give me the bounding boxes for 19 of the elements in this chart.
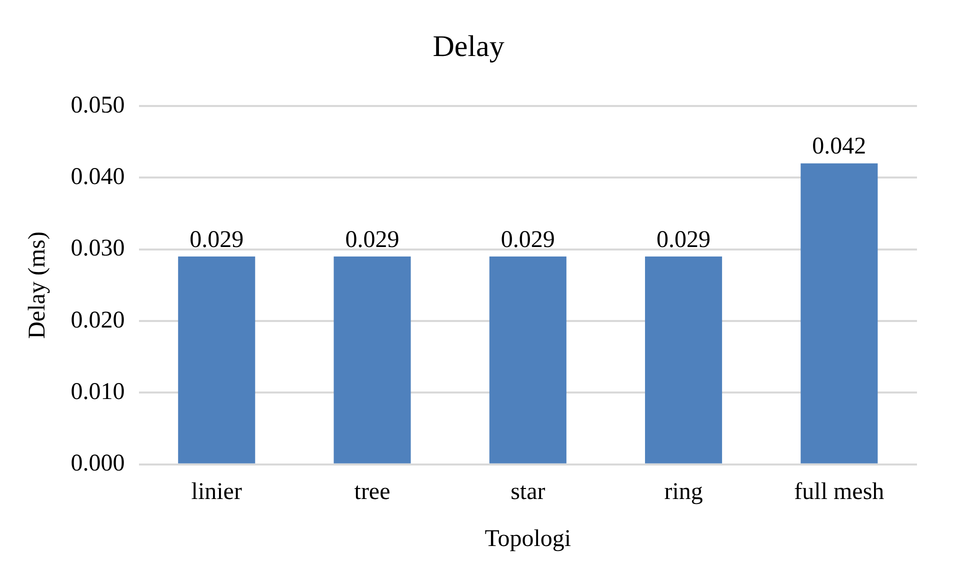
y-tick-label: 0.040 xyxy=(70,164,125,190)
y-axis-title: Delay (ms) xyxy=(24,232,51,339)
x-tick-label: linier xyxy=(191,479,242,506)
chart-title: Delay xyxy=(432,30,504,63)
y-tick-label: 0.010 xyxy=(70,379,125,406)
x-axis-title: Topologi xyxy=(484,526,572,552)
data-label: 0.029 xyxy=(345,226,400,253)
x-tick-label: tree xyxy=(354,479,390,506)
x-tick-label: star xyxy=(510,479,546,506)
data-label: 0.029 xyxy=(656,226,711,253)
data-label: 0.029 xyxy=(500,226,555,253)
y-tick-label: 0.050 xyxy=(70,92,125,118)
x-tick-label: ring xyxy=(664,479,703,506)
y-tick-label: 0.000 xyxy=(70,450,125,477)
x-tick-label: full mesh xyxy=(794,479,884,506)
data-label: 0.029 xyxy=(190,226,244,253)
y-tick-label: 0.030 xyxy=(70,236,125,262)
data-label: 0.042 xyxy=(812,134,866,160)
y-tick-label: 0.020 xyxy=(70,307,125,334)
